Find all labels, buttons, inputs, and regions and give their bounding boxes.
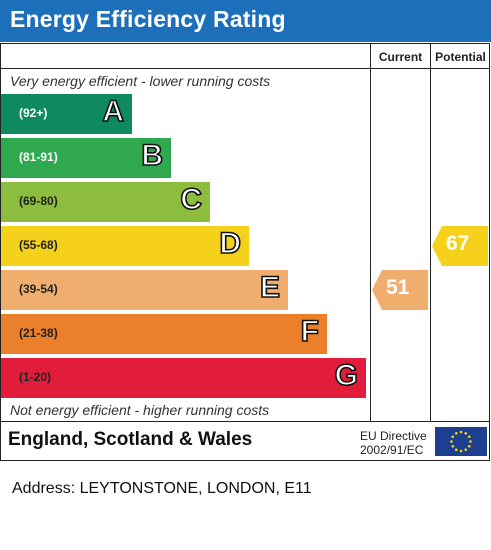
eu-star — [459, 449, 463, 453]
band-range-label: (55-68) — [19, 238, 58, 252]
band-e: (39-54) E — [1, 270, 288, 310]
eu-star — [451, 435, 455, 439]
band-range-label: (69-80) — [19, 194, 58, 208]
potential-column-divider — [430, 43, 431, 422]
eu-star — [464, 431, 468, 435]
property-address: Address: LEYTONSTONE, LONDON, E11 — [12, 480, 312, 497]
band-range-label: (1-20) — [19, 370, 52, 384]
eu-directive-label: EU Directive — [360, 429, 427, 443]
current-rating-marker: 51 — [372, 270, 428, 310]
band-b: (81-91) B — [1, 138, 171, 178]
current-rating-marker-arrow — [372, 270, 428, 310]
eu-directive-number: 2002/91/EC — [360, 443, 424, 457]
potential-rating-marker-arrow — [432, 226, 488, 266]
band-range-label: (39-54) — [19, 282, 58, 296]
band-letter-label: A — [102, 94, 125, 129]
band-g: (1-20) G — [1, 358, 366, 398]
band-letter-label: E — [259, 270, 281, 305]
bottom-efficiency-note: Not energy efficient - higher running co… — [10, 402, 270, 418]
eu-star — [464, 448, 468, 452]
current-column-header: Current — [378, 50, 423, 64]
band-letter-label: C — [180, 182, 203, 217]
current-rating-marker-value: 51 — [386, 276, 410, 299]
top-efficiency-note: Very energy efficient - lower running co… — [10, 73, 271, 89]
eu-star — [459, 430, 463, 434]
footer-row-divider — [0, 421, 490, 422]
eu-star — [454, 431, 458, 435]
band-a: (92+) A — [1, 94, 132, 134]
chart-title: Energy Efficiency Rating — [10, 6, 286, 32]
band-range-label: (81-91) — [19, 150, 58, 164]
potential-rating-marker-value: 67 — [446, 232, 470, 255]
eu-star — [467, 444, 471, 448]
band-letter-label: D — [219, 226, 242, 261]
chart-frame — [0, 43, 490, 461]
band-c: (69-80) C — [1, 182, 210, 222]
band-d: (55-68) D — [1, 226, 249, 266]
header-bar: Energy Efficiency Rating — [0, 0, 491, 42]
band-f: (21-38) F — [1, 314, 327, 354]
current-column-divider — [370, 43, 371, 422]
band-range-label: (92+) — [19, 106, 48, 120]
potential-rating-marker: 67 — [432, 226, 488, 266]
eu-star — [451, 444, 455, 448]
band-range-label: (21-38) — [19, 326, 58, 340]
eu-star — [467, 435, 471, 439]
band-letter-label: B — [141, 138, 164, 173]
eu-star — [450, 440, 453, 443]
band-letter-label: F — [300, 314, 320, 349]
potential-column-header: Potential — [435, 50, 486, 64]
header-row-divider — [0, 68, 490, 69]
eu-star — [454, 448, 458, 452]
eu-star — [469, 440, 472, 443]
region-label: England, Scotland & Wales — [8, 429, 253, 450]
band-letter-label: G — [334, 358, 359, 393]
eu-flag-icon — [435, 427, 487, 456]
